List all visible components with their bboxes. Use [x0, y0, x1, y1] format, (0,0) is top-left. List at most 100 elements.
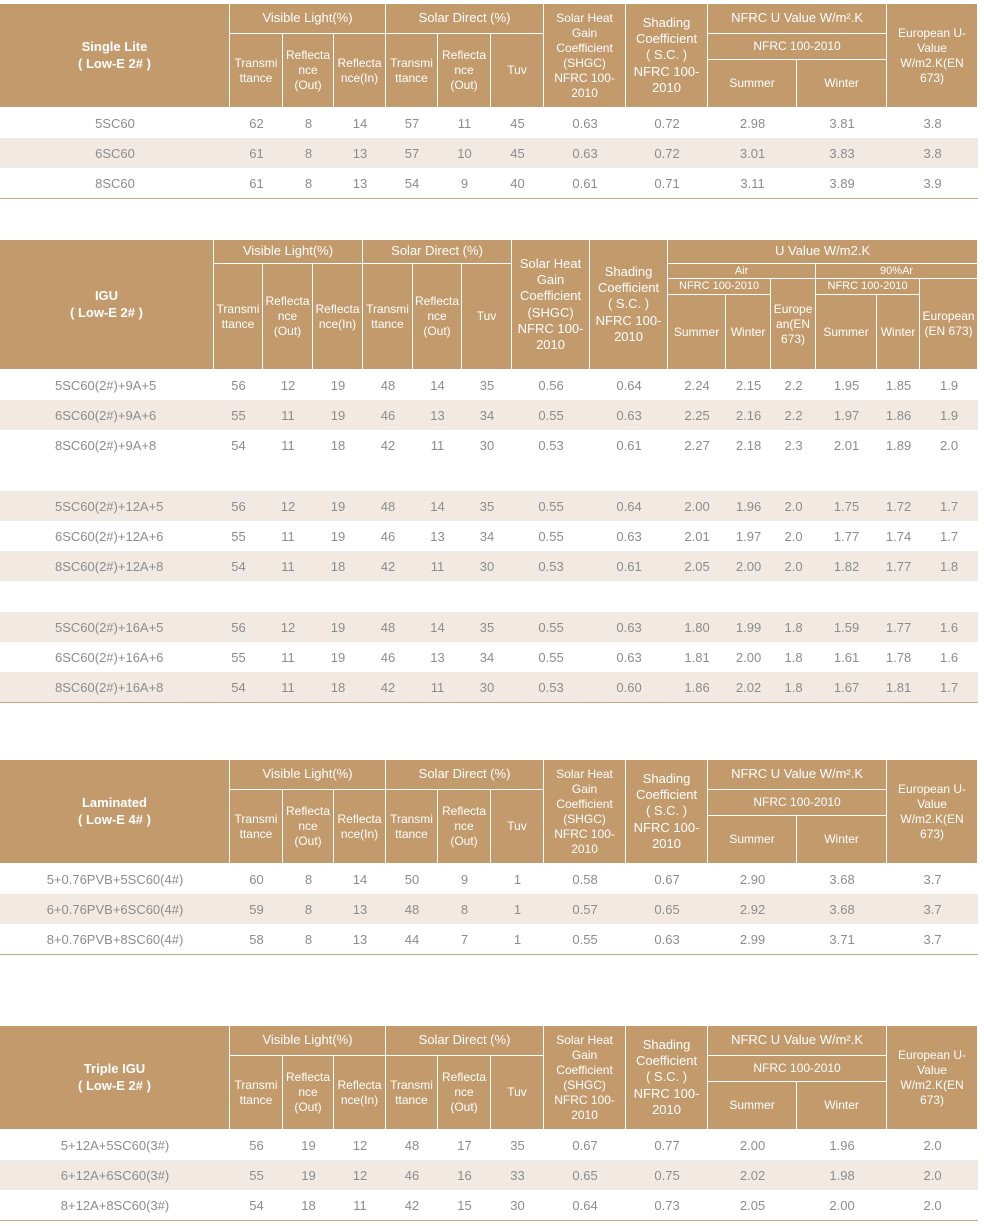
visible-reflectance-out-header: Reflecta nce (Out) [283, 790, 334, 864]
cell-value: 2.0 [771, 491, 817, 521]
cell-value: 0.63 [626, 924, 709, 955]
european-u-value-header: European U- Value W/m2.K(EN 673) [887, 4, 979, 108]
cell-value: 17 [457, 1137, 472, 1153]
cell-value: 13 [413, 400, 463, 430]
cell-value: 11 [281, 649, 295, 665]
air-summer-header: Summer [668, 295, 727, 370]
cell-value: 40 [491, 168, 545, 199]
cell-value: 2.0 [923, 1137, 942, 1153]
cell-value: 10 [438, 138, 492, 168]
cell-value: 2.25 [668, 400, 727, 430]
group-spacer [0, 581, 979, 612]
cell-value: 19 [330, 377, 346, 393]
cell-value: 0.58 [572, 871, 598, 887]
cell-value: 1.8 [784, 649, 803, 665]
tuv-header: Tuv [462, 264, 513, 370]
visible-reflectance-out-header: Reflecta nce (Out) [263, 264, 313, 370]
cell-value: 2.01 [684, 528, 710, 544]
cell-value: 2.00 [726, 551, 772, 581]
solar-transmittance-header: Transmi ttance [363, 264, 414, 370]
argon-summer-header: Summer [816, 295, 878, 370]
cell-value: 35 [479, 377, 495, 393]
table-subtitle: ( Low-E 2# ) [78, 1077, 151, 1093]
solar-direct-header: Solar Direct (%) [363, 240, 513, 264]
cell-value: 1.7 [920, 491, 979, 521]
cell-value: 60 [249, 871, 264, 887]
cell-value: 3.7 [923, 871, 942, 887]
cell-value: 8 [304, 115, 313, 131]
visible-reflectance-in-header: Reflecta nce(In) [334, 1056, 387, 1130]
cell-value: 19 [301, 1137, 316, 1153]
nfrc-standard-header: NFRC 100-2010 [708, 790, 888, 816]
cell-value: 1.75 [816, 491, 878, 521]
cell-value: 13 [334, 894, 387, 924]
row-label: 8SC60(2#)+9A+8 [55, 437, 157, 453]
cell-value: 1.74 [885, 528, 912, 544]
cell-value: 30 [462, 672, 513, 703]
cell-value: 54 [230, 1190, 283, 1221]
cell-value: 11 [457, 115, 472, 131]
cell-value: 11 [430, 437, 445, 453]
cell-value: 18 [330, 437, 346, 453]
tuv-header: Tuv [491, 34, 545, 108]
cell-value: 0.57 [544, 894, 627, 924]
cell-value: 1.8 [920, 551, 979, 581]
cell-value: 62 [249, 115, 264, 131]
cell-value: 1.80 [668, 612, 727, 642]
solar-direct-header: Solar Direct (%) [386, 760, 545, 790]
cell-value: 56 [231, 377, 246, 393]
visible-reflectance-out-header: Reflecta nce (Out) [283, 34, 334, 108]
row-label: 8SC60(2#)+12A+8 [0, 551, 214, 581]
shading-coefficient-header: Shading Coefficient ( S.C. ) NFRC 100- 2… [626, 760, 709, 864]
cell-value: 0.53 [538, 437, 564, 453]
cell-value: 3.01 [708, 138, 798, 168]
cell-value: 2.99 [708, 924, 798, 955]
visible-reflectance-in-header: Reflecta nce(In) [334, 790, 387, 864]
cell-value: 48 [363, 612, 414, 642]
nfrc-u-value-header: NFRC U Value W/m².K [708, 1026, 888, 1056]
cell-value: 2.00 [797, 1190, 888, 1221]
single-lite-table: Single Lite ( Low-E 2# ) Visible Light(%)… [0, 4, 979, 199]
cell-value: 30 [479, 437, 495, 453]
cell-value: 9 [460, 871, 469, 887]
row-label: 5+12A+5SC60(3#) [60, 1137, 170, 1153]
cell-value: 2.01 [833, 437, 860, 453]
cell-value: 2.98 [739, 115, 766, 131]
cell-value: 11 [413, 551, 463, 581]
single-lite-section: Single Lite ( Low-E 2# ) Visible Light(%)… [0, 4, 979, 199]
solar-transmittance-header: Transmi ttance [386, 790, 439, 864]
air-european-header: Europe an(EN 673) [771, 279, 817, 370]
row-label: 5+0.76PVB+5SC60(4#) [46, 871, 184, 887]
row-label: 6SC60(2#)+16A+6 [55, 649, 164, 665]
cell-value: 33 [491, 1160, 545, 1190]
cell-value: 13 [334, 168, 387, 199]
table-row: 5SC60(2#)+9A+5 56 12 19 48 14 35 0.56 0.64 2.24 2.… [0, 370, 978, 400]
cell-value: 2.00 [668, 491, 727, 521]
cell-value: 1.99 [726, 612, 772, 642]
cell-value: 46 [363, 400, 414, 430]
cell-value: 48 [380, 377, 396, 393]
air-winter-header: Winter [726, 295, 772, 370]
cell-value: 3.83 [797, 138, 888, 168]
cell-value: 11 [334, 1190, 387, 1221]
cell-value: 12 [280, 377, 296, 393]
cell-value: 59 [230, 894, 283, 924]
cell-value: 14 [413, 491, 463, 521]
cell-value: 2.0 [887, 1160, 979, 1190]
cell-value: 2.00 [739, 1137, 766, 1153]
cell-value: 2.05 [668, 551, 727, 581]
cell-value: 8 [438, 894, 492, 924]
cell-value: 3.7 [887, 924, 979, 955]
shgc-header: Solar Heat Gain Coefficient (SHGC) NFRC … [544, 1026, 627, 1130]
cell-value: 30 [462, 551, 513, 581]
cell-value: 1.6 [920, 612, 979, 642]
shgc-header: Solar Heat Gain Coefficient (SHGC) NFRC … [544, 4, 627, 108]
cell-value: 55 [214, 400, 263, 430]
visible-light-header: Visible Light(%) [230, 760, 387, 790]
cell-value: 12 [334, 1160, 387, 1190]
cell-value: 11 [413, 672, 463, 703]
cell-value: 1 [513, 871, 522, 887]
table-title-cell: Triple IGU ( Low-E 2# ) [0, 1026, 230, 1130]
cell-value: 2.0 [887, 1190, 979, 1221]
igu-section: IGU ( Low-E 2# ) Visible Light(%) Solar Di… [0, 240, 979, 703]
